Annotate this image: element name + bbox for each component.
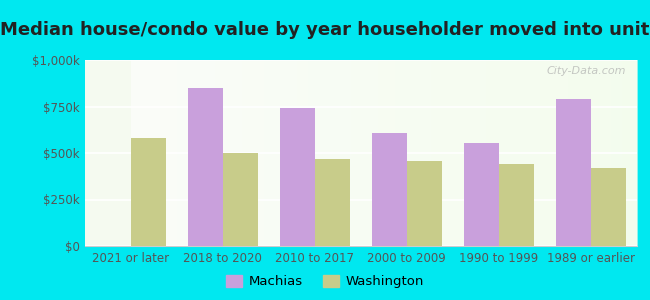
Bar bbox=[372, 133, 407, 246]
Bar bbox=[280, 108, 315, 246]
Bar bbox=[188, 88, 222, 246]
Bar bbox=[591, 168, 626, 246]
Bar bbox=[222, 153, 257, 246]
Text: City-Data.com: City-Data.com bbox=[547, 66, 626, 76]
Legend: Machias, Washington: Machias, Washington bbox=[221, 269, 429, 293]
Bar bbox=[131, 138, 166, 246]
Bar bbox=[407, 161, 442, 246]
Text: Median house/condo value by year householder moved into unit: Median house/condo value by year househo… bbox=[0, 21, 650, 39]
Bar bbox=[556, 99, 591, 246]
Bar bbox=[464, 143, 499, 246]
Bar bbox=[315, 159, 350, 246]
Bar bbox=[499, 164, 534, 246]
